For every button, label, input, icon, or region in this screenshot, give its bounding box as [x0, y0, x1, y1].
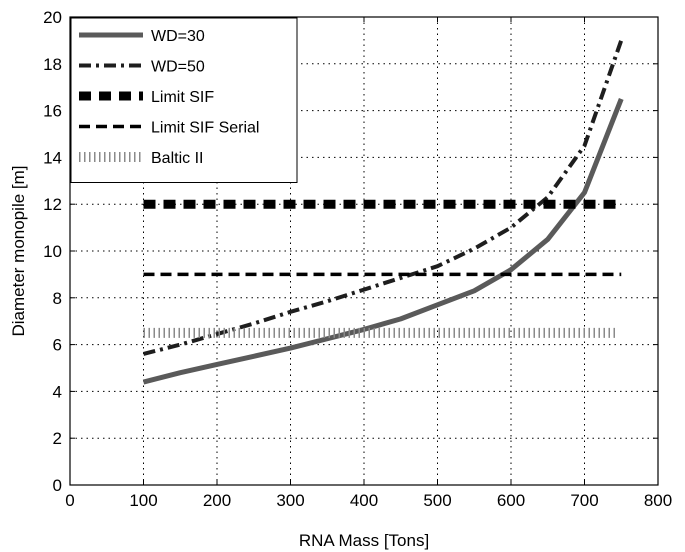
y-tick-label: 14: [43, 148, 62, 167]
x-tick-label: 600: [497, 491, 525, 510]
x-tick-label: 0: [65, 491, 74, 510]
legend-label-2: WD=50: [151, 59, 205, 76]
y-tick-label: 8: [53, 289, 62, 308]
x-tick-label: 500: [423, 491, 451, 510]
axis-ticks: 0 100 200 300 400 500 600 700 800 0 2 4 6 8 10 12 14 16 18…: [43, 8, 672, 510]
legend-label-5: Baltic II: [151, 150, 203, 167]
x-tick-label: 700: [570, 491, 598, 510]
x-tick-label: 300: [276, 491, 304, 510]
legend: WD=30 WD=50 Limit SIF Limit SIF Serial Balti…: [70, 17, 298, 183]
x-tick-label: 100: [129, 491, 157, 510]
y-tick-label: 2: [53, 429, 62, 448]
x-tick-label: 200: [203, 491, 231, 510]
y-tick-label: 6: [53, 336, 62, 355]
y-tick-label: 18: [43, 55, 62, 74]
y-tick-label: 12: [43, 195, 62, 214]
legend-label-1: WD=30: [151, 28, 205, 45]
x-tick-label: 800: [644, 491, 672, 510]
y-tick-label: 4: [53, 382, 62, 401]
x-tick-label: 400: [350, 491, 378, 510]
legend-label-4: Limit SIF Serial: [151, 120, 259, 137]
y-tick-label: 0: [53, 476, 62, 495]
y-tick-label: 20: [43, 8, 62, 27]
series-line-2: [143, 39, 624, 356]
y-axis-label: Diameter monopile [m]: [9, 165, 28, 336]
series-group: [142, 39, 624, 385]
series-line-1: [142, 97, 624, 385]
y-tick-label: 10: [43, 242, 62, 261]
y-tick-label: 16: [43, 102, 62, 121]
x-axis-label: RNA Mass [Tons]: [299, 531, 429, 550]
legend-label-3: Limit SIF: [151, 89, 214, 106]
